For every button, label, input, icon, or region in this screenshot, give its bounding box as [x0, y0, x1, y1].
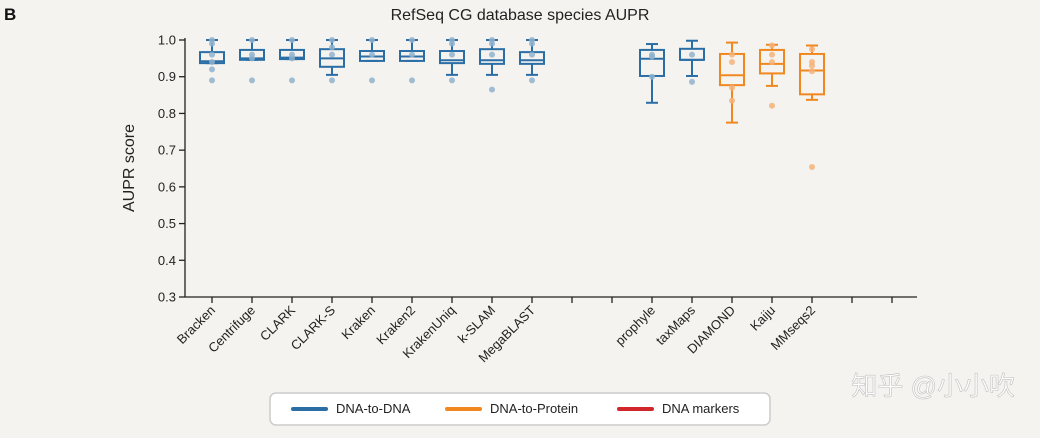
data-point	[769, 42, 775, 49]
x-tick-label: CLARK-S	[288, 302, 339, 353]
data-point	[689, 51, 695, 58]
data-point	[209, 77, 215, 84]
legend-label: DNA-to-Protein	[490, 401, 578, 416]
iqr-box	[759, 48, 785, 75]
data-point	[329, 77, 335, 84]
x-tick-label: MMseqs2	[768, 303, 818, 353]
y-tick-label: 0.7	[158, 143, 176, 158]
data-point	[689, 78, 695, 85]
box-mmseqs2	[799, 44, 825, 171]
box-taxmaps	[679, 39, 705, 85]
box-kaiju	[759, 42, 785, 109]
data-point	[769, 102, 775, 109]
data-point	[409, 37, 415, 43]
data-point	[769, 51, 775, 58]
data-point	[649, 73, 655, 80]
data-point	[409, 51, 415, 58]
box-prophyle	[639, 43, 665, 104]
box-clark-s	[319, 37, 345, 84]
data-point	[289, 77, 295, 84]
data-point	[809, 164, 815, 171]
box-megablast	[519, 37, 545, 84]
iqr-box	[479, 48, 505, 65]
y-axis-label: AUPR score	[121, 124, 138, 212]
y-tick-label: 0.4	[158, 253, 176, 268]
data-point	[209, 40, 215, 47]
box-diamond	[719, 41, 745, 124]
data-point	[329, 51, 335, 58]
x-tick-label: prophyle	[612, 303, 658, 349]
box-kraken	[359, 37, 385, 84]
data-point	[449, 77, 455, 84]
data-point	[489, 40, 495, 47]
x-tick-label: Kaiju	[747, 303, 778, 334]
y-tick-label: 0.8	[158, 106, 176, 121]
data-point	[729, 97, 735, 104]
box-k-slam	[479, 37, 505, 93]
box-krakenuniq	[439, 37, 465, 84]
box-clark	[279, 37, 305, 84]
data-point	[809, 46, 815, 53]
y-tick-label: 0.5	[158, 216, 176, 231]
legend-label: DNA-to-DNA	[336, 401, 411, 416]
iqr-box	[439, 50, 465, 65]
data-point	[409, 77, 415, 84]
chart-title: RefSeq CG database species AUPR	[391, 7, 650, 24]
data-point	[809, 68, 815, 75]
y-tick-label: 0.9	[158, 69, 176, 84]
data-point	[209, 66, 215, 73]
data-point	[529, 51, 535, 58]
data-point	[529, 40, 535, 47]
data-point	[329, 37, 335, 43]
y-tick-label: 1.0	[158, 33, 176, 48]
data-point	[329, 44, 335, 51]
data-point	[729, 51, 735, 58]
data-point	[649, 53, 655, 60]
data-point	[529, 77, 535, 84]
data-point	[489, 51, 495, 58]
y-tick-label: 0.3	[158, 290, 176, 305]
panel-label: B	[4, 5, 16, 24]
data-point	[249, 37, 255, 43]
y-tick-label: 0.6	[158, 179, 176, 194]
data-point	[729, 84, 735, 91]
box-kraken2	[399, 37, 425, 84]
box-bracken	[199, 37, 225, 84]
data-point	[289, 37, 295, 43]
data-point	[369, 37, 375, 43]
watermark: 知乎 @小小吹	[851, 371, 1015, 401]
legend-label: DNA markers	[662, 401, 740, 416]
data-point	[289, 55, 295, 62]
box-centrifuge	[239, 37, 265, 84]
data-point	[369, 77, 375, 84]
legend-frame	[269, 392, 771, 426]
data-point	[369, 51, 375, 58]
data-point	[209, 59, 215, 66]
x-tick-label: Kraken	[338, 303, 378, 343]
data-point	[489, 86, 495, 93]
iqr-box	[799, 52, 825, 96]
data-point	[249, 77, 255, 84]
data-point	[729, 59, 735, 66]
legend: DNA-to-DNA DNA-to-Protein DNA markers	[269, 392, 771, 426]
data-point	[449, 40, 455, 47]
data-point	[449, 51, 455, 58]
iqr-box	[719, 52, 745, 87]
data-point	[809, 62, 815, 69]
data-point	[249, 55, 255, 62]
data-point	[769, 59, 775, 66]
data-point	[209, 51, 215, 58]
